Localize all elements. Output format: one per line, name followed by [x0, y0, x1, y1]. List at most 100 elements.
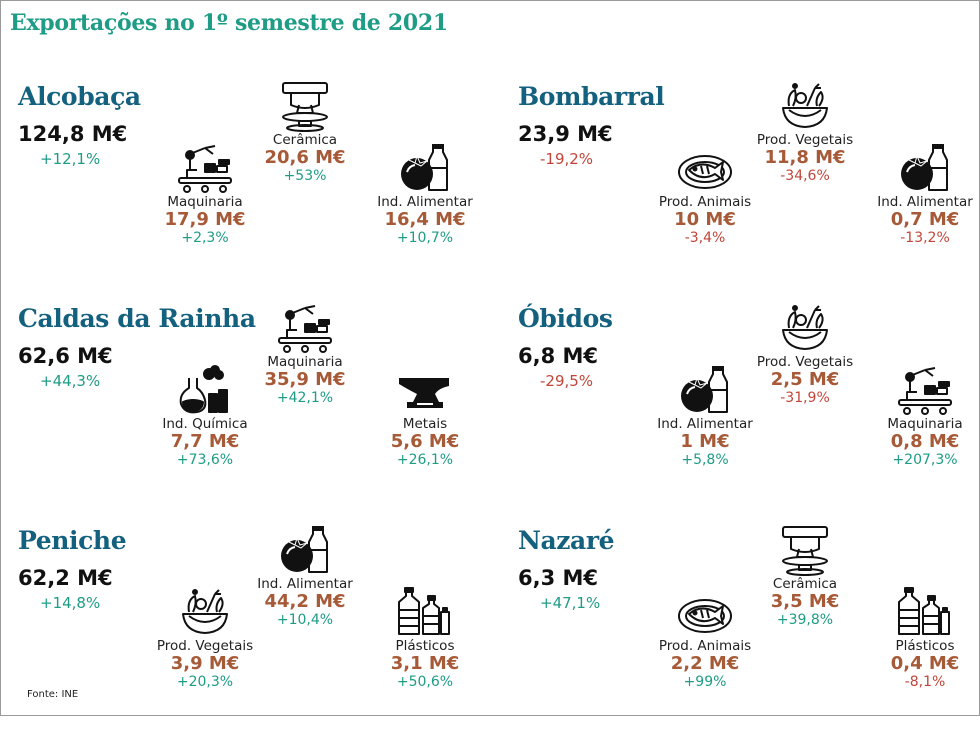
robot-arm-conveyor-icon [895, 364, 955, 416]
tomato-bottle-icon [675, 364, 735, 416]
sector-variation: +5,8% [681, 452, 729, 468]
sector-label: Metais [402, 416, 448, 432]
sector-label: Ind. Alimentar [377, 194, 473, 210]
sector-ind-alimentar: Ind. Alimentar 44,2 M€ +10,4% [230, 524, 380, 629]
sector-label: Cerâmica [772, 576, 838, 592]
sector-label: Cerâmica [272, 132, 338, 148]
sector-label: Plásticos [895, 638, 955, 654]
region-variation: -19,2% [540, 150, 594, 168]
infographic-title: Exportações no 1º semestre de 2021 [10, 10, 448, 36]
region-variation: -29,5% [540, 372, 594, 390]
region-name: Nazaré [518, 526, 615, 555]
sector-variation: -31,9% [780, 390, 830, 406]
sector-value: 3,1 M€ [390, 653, 460, 674]
sector-value: 11,8 M€ [764, 147, 846, 168]
region-total: 62,6 M€ [18, 344, 113, 368]
sector-value: 2,2 M€ [670, 653, 740, 674]
sector-value: 2,5 M€ [770, 369, 840, 390]
tomato-bottle-icon [275, 524, 335, 576]
sector-value: 0,8 M€ [890, 431, 960, 452]
sector-label: Ind. Alimentar [257, 576, 353, 592]
region-total: 6,3 M€ [518, 566, 599, 590]
region-alcobaca: Alcobaça 124,8 M€ +12,1% Cerâmica 20,6 M€ +5… [0, 70, 490, 290]
sector-label: Plásticos [395, 638, 455, 654]
sector-value: 1 M€ [680, 431, 730, 452]
sector-ind-alimentar: Ind. Alimentar 16,4 M€ +10,7% [350, 142, 500, 247]
sector-prod-vegetais: Prod. Vegetais 2,5 M€ -31,9% [730, 302, 880, 407]
robot-arm-conveyor-icon [175, 142, 235, 194]
plastic-bottles-icon [895, 586, 955, 638]
region-variation: +47,1% [540, 594, 601, 612]
vegetable-bowl-icon [775, 302, 835, 354]
plastic-bottles-icon [395, 586, 455, 638]
sector-variation: -34,6% [780, 168, 830, 184]
sector-value: 10 M€ [674, 209, 736, 230]
sector-label: Maquinaria [887, 416, 963, 432]
sector-label: Prod. Vegetais [756, 132, 854, 148]
region-nazare: Nazaré 6,3 M€ +47,1% Cerâmica 3,5 M€ +39,8% … [500, 514, 980, 734]
pottery-wheel-icon [275, 80, 335, 132]
sector-variation: +2,3% [181, 230, 229, 246]
sector-prod-animais: Prod. Animais 10 M€ -3,4% [630, 142, 780, 247]
sector-variation: +26,1% [396, 452, 454, 468]
sector-value: 3,5 M€ [770, 591, 840, 612]
sector-variation: +42,1% [276, 390, 334, 406]
sector-variation: +10,4% [276, 612, 334, 628]
sector-variation: +73,6% [176, 452, 234, 468]
region-total: 23,9 M€ [518, 122, 613, 146]
sector-label: Prod. Vegetais [156, 638, 254, 654]
sector-label: Prod. Vegetais [756, 354, 854, 370]
region-name: Peniche [18, 526, 127, 555]
sector-value: 35,9 M€ [264, 369, 346, 390]
region-total: 62,2 M€ [18, 566, 113, 590]
region-peniche: Peniche 62,2 M€ +14,8% Ind. Alimentar 44,2 … [0, 514, 490, 734]
sector-label: Prod. Animais [658, 638, 752, 654]
sector-variation: +50,6% [396, 674, 454, 690]
region-variation: +44,3% [40, 372, 101, 390]
sector-prod-vegetais: Prod. Vegetais 11,8 M€ -34,6% [730, 80, 880, 185]
sector-ind-alimentar: Ind. Alimentar 0,7 M€ -13,2% [850, 142, 980, 247]
sector-label: Ind. Alimentar [657, 416, 753, 432]
sector-value: 17,9 M€ [164, 209, 246, 230]
region-variation: +12,1% [40, 150, 101, 168]
sector-variation: -3,4% [684, 230, 726, 246]
sector-variation: +10,7% [396, 230, 454, 246]
sector-value: 0,7 M€ [890, 209, 960, 230]
sector-value: 3,9 M€ [170, 653, 240, 674]
sector-ceramica: Cerâmica 3,5 M€ +39,8% [730, 524, 880, 629]
tomato-bottle-icon [895, 142, 955, 194]
sector-label: Prod. Animais [658, 194, 752, 210]
tomato-bottle-icon [395, 142, 455, 194]
sector-plasticos: Plásticos 3,1 M€ +50,6% [350, 586, 500, 691]
sector-maquinaria: Maquinaria 0,8 M€ +207,3% [850, 364, 980, 469]
region-name: Óbidos [518, 304, 613, 333]
sector-plasticos: Plásticos 0,4 M€ -8,1% [850, 586, 980, 691]
sector-variation: +39,8% [776, 612, 834, 628]
fish-plate-icon [675, 586, 735, 638]
sector-label: Maquinaria [267, 354, 343, 370]
region-total: 6,8 M€ [518, 344, 599, 368]
sector-variation: +53% [283, 168, 327, 184]
sector-value: 20,6 M€ [264, 147, 346, 168]
source-note: Fonte: INE [27, 689, 79, 700]
region-name: Alcobaça [18, 82, 141, 111]
sector-value: 0,4 M€ [890, 653, 960, 674]
sector-label: Ind. Química [162, 416, 248, 432]
fish-plate-icon [675, 142, 735, 194]
robot-arm-conveyor-icon [275, 302, 335, 354]
region-caldas-da-rainha: Caldas da Rainha 62,6 M€ +44,3% Maquinaria… [0, 292, 490, 512]
region-name: Caldas da Rainha [18, 304, 256, 333]
chemistry-flask-icon [175, 364, 235, 416]
sector-variation: -13,2% [900, 230, 950, 246]
sector-variation: +207,3% [892, 452, 958, 468]
sector-ceramica: Cerâmica 20,6 M€ +53% [230, 80, 380, 185]
sector-ind-quimica: Ind. Química 7,7 M€ +73,6% [130, 364, 280, 469]
vegetable-bowl-icon [775, 80, 835, 132]
region-total: 124,8 M€ [18, 122, 128, 146]
region-variation: +14,8% [40, 594, 101, 612]
sector-ind-alimentar: Ind. Alimentar 1 M€ +5,8% [630, 364, 780, 469]
sector-value: 44,2 M€ [264, 591, 346, 612]
sector-variation: +20,3% [176, 674, 234, 690]
sector-prod-animais: Prod. Animais 2,2 M€ +99% [630, 586, 780, 691]
sector-variation: +99% [683, 674, 727, 690]
